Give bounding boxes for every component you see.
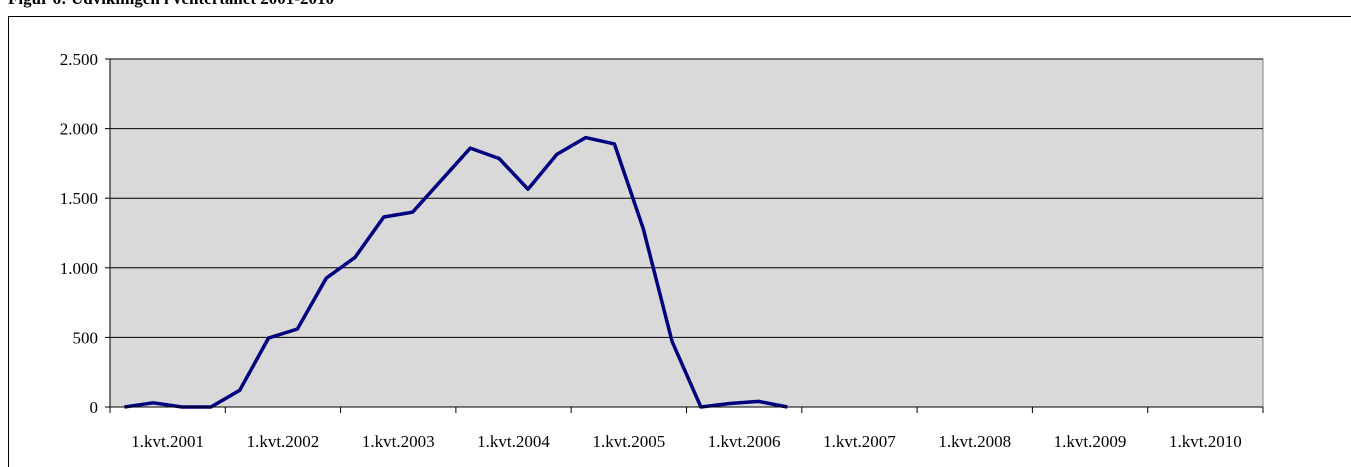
y-tick-label: 2.000: [60, 120, 98, 139]
chart-title: Figur 6: Udviklingen i ventertallet 2001…: [8, 0, 334, 8]
x-tick-label: 1.kvt.2001: [131, 432, 204, 451]
x-tick-label: 1.kvt.2007: [823, 432, 896, 451]
x-tick-label: 1.kvt.2002: [247, 432, 320, 451]
y-tick-label: 1.000: [60, 259, 98, 278]
y-tick-label: 500: [73, 328, 99, 347]
x-tick-label: 1.kvt.2006: [708, 432, 781, 451]
plot-area: [109, 58, 1264, 408]
x-tick-label: 1.kvt.2010: [1169, 432, 1242, 451]
x-tick-label: 1.kvt.2005: [592, 432, 665, 451]
y-tick-label: 0: [90, 398, 99, 417]
y-tick-label: 2.500: [60, 50, 98, 69]
x-tick-label: 1.kvt.2009: [1054, 432, 1127, 451]
data-line: [124, 135, 788, 409]
x-tick-label: 1.kvt.2004: [477, 432, 550, 451]
chart-frame: [8, 16, 1351, 467]
x-tick-label: 1.kvt.2008: [938, 432, 1011, 451]
y-tick-label: 1.500: [60, 189, 98, 208]
x-tick-label: 1.kvt.2003: [362, 432, 435, 451]
